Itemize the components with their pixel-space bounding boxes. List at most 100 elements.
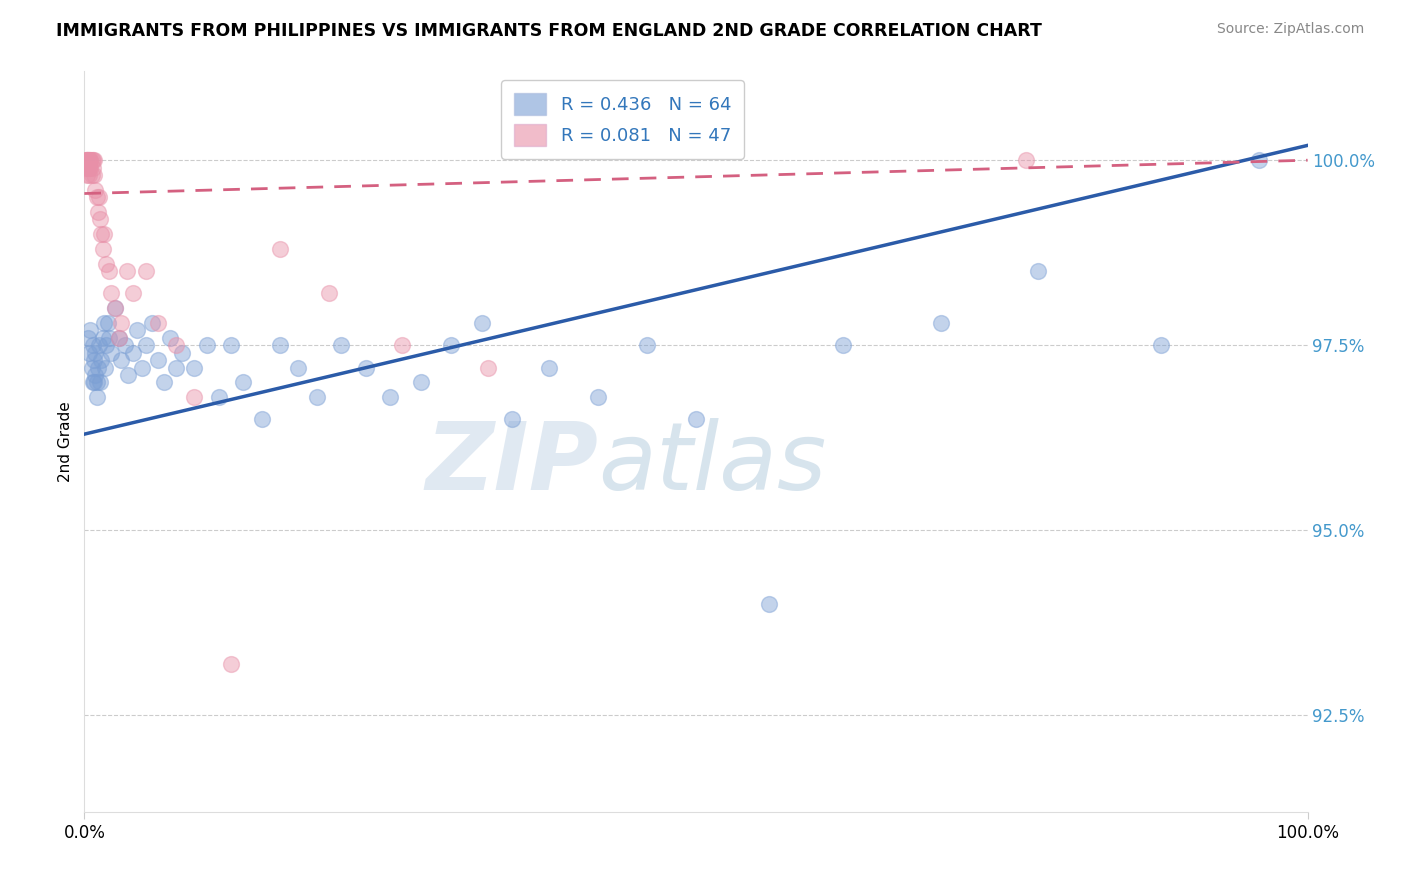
Point xyxy=(90,227,112,242)
Point xyxy=(86,376,108,390)
Point xyxy=(110,353,132,368)
Point xyxy=(83,376,105,390)
Point xyxy=(77,153,100,168)
Point xyxy=(409,376,432,390)
Point xyxy=(87,338,110,352)
Point xyxy=(84,183,107,197)
Point xyxy=(93,227,115,242)
Point xyxy=(1028,264,1050,278)
Point xyxy=(77,161,100,175)
Point xyxy=(538,360,561,375)
Point xyxy=(76,168,98,182)
Point xyxy=(195,338,218,352)
Point xyxy=(250,412,273,426)
Point xyxy=(83,168,105,182)
Point xyxy=(79,324,101,338)
Point xyxy=(77,345,100,359)
Point xyxy=(125,324,148,338)
Point xyxy=(86,190,108,204)
Point xyxy=(159,331,181,345)
Point xyxy=(75,161,97,175)
Point xyxy=(80,360,103,375)
Point xyxy=(80,153,103,168)
Point xyxy=(269,338,291,352)
Point xyxy=(135,338,157,352)
Point xyxy=(84,345,107,359)
Point xyxy=(122,286,145,301)
Point xyxy=(110,316,132,330)
Point xyxy=(96,257,118,271)
Point xyxy=(94,360,117,375)
Point xyxy=(141,316,163,330)
Point xyxy=(115,264,138,278)
Point xyxy=(1015,153,1038,168)
Point xyxy=(929,316,952,330)
Point xyxy=(86,390,108,404)
Point xyxy=(97,316,120,330)
Point xyxy=(305,390,328,404)
Point xyxy=(97,264,120,278)
Point xyxy=(1150,338,1173,352)
Point xyxy=(91,242,114,256)
Text: IMMIGRANTS FROM PHILIPPINES VS IMMIGRANTS FROM ENGLAND 2ND GRADE CORRELATION CHA: IMMIGRANTS FROM PHILIPPINES VS IMMIGRANT… xyxy=(56,22,1042,40)
Point xyxy=(391,338,413,352)
Point xyxy=(330,338,353,352)
Point xyxy=(75,153,97,168)
Point xyxy=(77,153,100,168)
Point xyxy=(232,376,254,390)
Point xyxy=(831,338,853,352)
Point xyxy=(107,331,129,345)
Point xyxy=(135,264,157,278)
Point xyxy=(76,153,98,168)
Point xyxy=(354,360,377,375)
Point xyxy=(79,153,101,168)
Point xyxy=(146,353,169,368)
Point xyxy=(183,360,205,375)
Point xyxy=(93,316,115,330)
Point xyxy=(318,286,340,301)
Point xyxy=(100,286,122,301)
Point xyxy=(82,161,104,175)
Point xyxy=(90,353,112,368)
Point xyxy=(84,368,107,382)
Point xyxy=(269,242,291,256)
Point xyxy=(83,353,105,368)
Point xyxy=(219,338,242,352)
Point xyxy=(501,412,523,426)
Point xyxy=(91,331,114,345)
Point xyxy=(131,360,153,375)
Point xyxy=(87,205,110,219)
Point xyxy=(471,316,494,330)
Point xyxy=(83,153,105,168)
Y-axis label: 2nd Grade: 2nd Grade xyxy=(58,401,73,482)
Point xyxy=(82,338,104,352)
Point xyxy=(122,345,145,359)
Point xyxy=(87,360,110,375)
Point xyxy=(104,301,127,316)
Point xyxy=(219,657,242,671)
Point xyxy=(477,360,499,375)
Point xyxy=(100,345,122,359)
Point xyxy=(89,212,111,227)
Text: Source: ZipAtlas.com: Source: ZipAtlas.com xyxy=(1216,22,1364,37)
Point xyxy=(440,338,463,352)
Point xyxy=(114,338,136,352)
Point xyxy=(172,345,194,359)
Point xyxy=(685,412,707,426)
Point xyxy=(758,598,780,612)
Point xyxy=(146,316,169,330)
Point xyxy=(75,153,97,168)
Point xyxy=(104,301,127,316)
Text: atlas: atlas xyxy=(598,418,827,509)
Point xyxy=(77,168,100,182)
Point xyxy=(380,390,402,404)
Point xyxy=(165,360,187,375)
Point xyxy=(79,153,101,168)
Point xyxy=(208,390,231,404)
Point xyxy=(165,338,187,352)
Point xyxy=(87,190,110,204)
Point xyxy=(82,376,104,390)
Point xyxy=(89,376,111,390)
Point xyxy=(1247,153,1270,168)
Point xyxy=(287,360,309,375)
